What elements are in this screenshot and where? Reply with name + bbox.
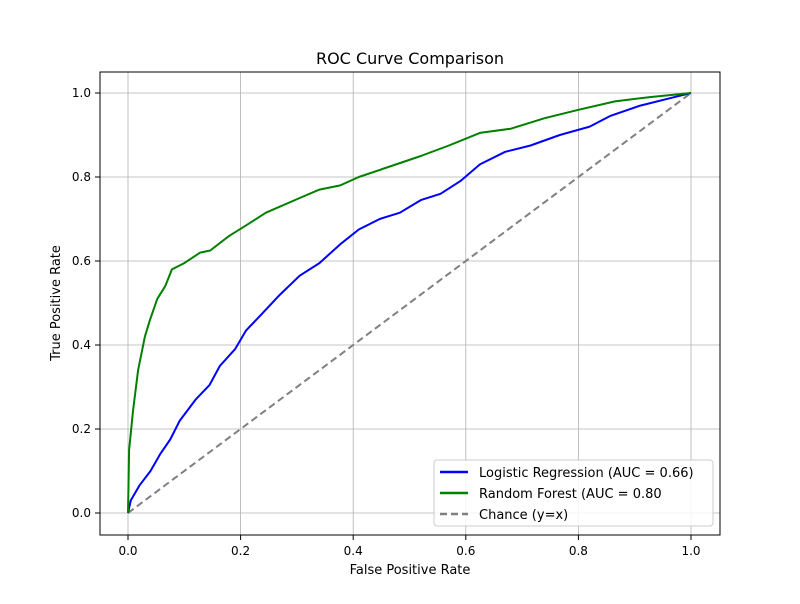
x-tick-label: 0.2: [231, 544, 250, 558]
plot-frame: [99, 71, 721, 536]
grid: [100, 72, 720, 535]
x-tick-label: 0.6: [456, 544, 475, 558]
y-tick-label: 0.8: [72, 170, 91, 184]
x-tick-label: 0.4: [344, 544, 363, 558]
y-tick-label: 0.0: [72, 506, 91, 520]
y-tick-label: 1.0: [72, 86, 91, 100]
series-line-2: [127, 92, 692, 514]
legend: Logistic Regression (AUC = 0.66) Random F…: [433, 459, 714, 527]
legend-label: Logistic Regression (AUC = 0.66): [479, 466, 694, 481]
y-tick-label: 0.4: [72, 338, 91, 352]
x-tick-label: 1.0: [681, 544, 700, 558]
legend-label: Chance (y=x): [479, 508, 568, 523]
x-tick-label: 0.0: [118, 544, 137, 558]
series-line-0: [127, 92, 692, 514]
y-tick-label: 0.6: [72, 254, 91, 268]
x-axis-label: False Positive Rate: [350, 563, 471, 578]
axis-ticks: 0.0 0.2 0.4 0.6 0.8 1.0 0.0 0.2 0.4 0.6 0.8 1.0: [72, 86, 701, 558]
x-tick-label: 0.8: [569, 544, 588, 558]
legend-label: Random Forest (AUC = 0.80: [479, 487, 662, 502]
y-axis-label: True Positive Rate: [49, 245, 64, 362]
chart-title: ROC Curve Comparison: [316, 49, 504, 68]
series-lines: [127, 92, 692, 514]
series-line-1: [127, 92, 692, 514]
y-tick-label: 0.2: [72, 422, 91, 436]
